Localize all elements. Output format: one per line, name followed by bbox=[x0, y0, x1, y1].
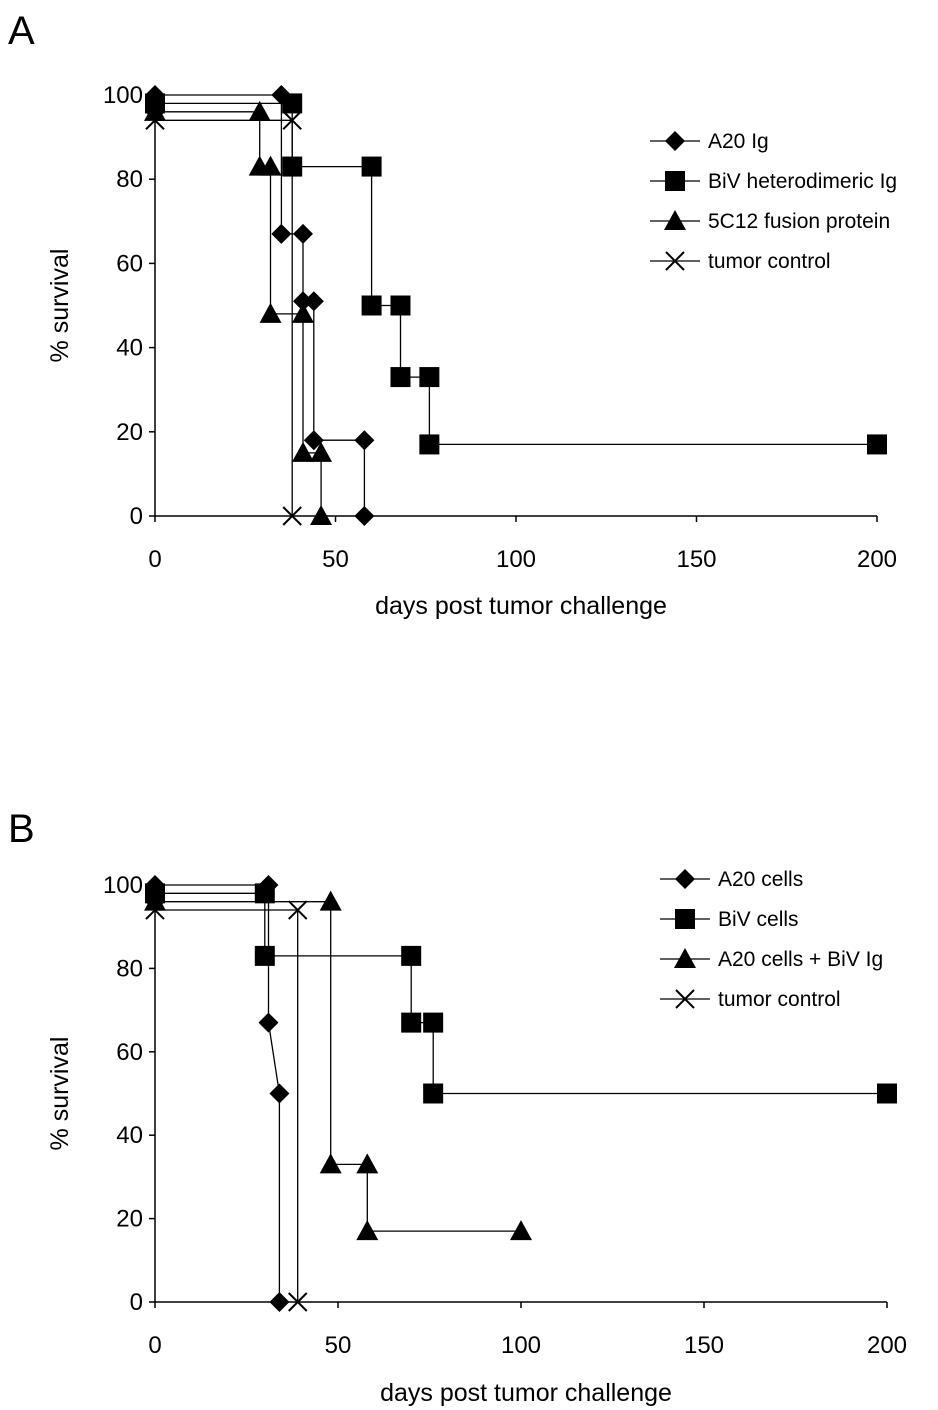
panel-a-series-2-marker-7 bbox=[310, 441, 333, 462]
panel-b-series-3-line bbox=[155, 909, 299, 1302]
panel-b-series-1-marker-5 bbox=[423, 1012, 444, 1033]
panel-b-series-2-marker-1 bbox=[319, 890, 342, 911]
panel-a-legend-0-marker-0 bbox=[665, 131, 685, 151]
panel-b-y-tick-label-1: 20 bbox=[116, 1206, 143, 1233]
panel-b-series-1-line bbox=[155, 892, 887, 1095]
panel-b-x-tick-label-2: 100 bbox=[501, 1332, 541, 1359]
panel-a-series-1-marker-5 bbox=[390, 295, 411, 316]
panel-b-y-tick-label-0: 0 bbox=[130, 1289, 143, 1316]
panel-a-series-1-marker-4 bbox=[361, 295, 382, 316]
panel-a-series-3-marker-2 bbox=[282, 506, 302, 526]
panel-b-series-2-marker-5 bbox=[510, 1220, 532, 1241]
panel-b-y-tick-label-2: 40 bbox=[116, 1122, 143, 1149]
panel-a-series-2-marker-6 bbox=[292, 441, 315, 462]
panel-a-y-tick-label-2: 40 bbox=[116, 335, 143, 362]
panel-a-series-2-marker-8 bbox=[310, 505, 333, 525]
panel-b-x-axis-title: days post tumor challenge bbox=[380, 1379, 672, 1407]
panel-a-letter: A bbox=[8, 9, 35, 53]
panel-a-series-2-marker-4 bbox=[259, 302, 282, 323]
panel-b-y-axis-title: % survival bbox=[46, 1037, 74, 1151]
panel-a-y-tick-label-1: 20 bbox=[116, 419, 143, 446]
panel-b-series-2-marker-3 bbox=[356, 1153, 379, 1174]
panel-a-series-1-marker-8 bbox=[419, 434, 440, 455]
panel-a-series-3-marker-0 bbox=[145, 110, 165, 130]
panel-a-series-1-marker-1 bbox=[282, 93, 303, 114]
panel-b-legend-2-marker-0 bbox=[674, 948, 696, 968]
panel-a-x-tick-label-3: 150 bbox=[676, 546, 716, 573]
panel-b-x-tick-label-4: 200 bbox=[867, 1332, 907, 1359]
panel-a-x-tick-label-1: 50 bbox=[322, 546, 349, 573]
panel-a-legend-label-2: 5C12 fusion protein bbox=[708, 210, 890, 233]
panel-b-legend-label-2: A20 cells + BiV Ig bbox=[718, 948, 883, 971]
panel-b-series-1-marker-7 bbox=[877, 1083, 897, 1104]
panel-b-x-tick-label-1: 50 bbox=[325, 1332, 352, 1359]
panel-b-series-3-marker-2 bbox=[288, 1292, 308, 1312]
panel-a-series-0-marker-8 bbox=[354, 506, 375, 526]
panel-b-series-1-marker-1 bbox=[254, 883, 275, 904]
panel-a-x-tick-label-2: 100 bbox=[496, 546, 536, 573]
panel-b-legend-label-1: BiV cells bbox=[718, 908, 799, 931]
panel-a-series-1-line bbox=[155, 102, 877, 446]
panel-a-legend-label-3: tumor control bbox=[708, 250, 831, 273]
panel-a-legend-2-marker-0 bbox=[664, 210, 686, 230]
panel-a-series-2-marker-1 bbox=[248, 100, 271, 121]
panel-a-legend-label-1: BiV heterodimeric Ig bbox=[708, 170, 897, 193]
panel-a-y-tick-label-4: 80 bbox=[116, 166, 143, 193]
panel-a-legend-3-marker-0 bbox=[665, 251, 685, 271]
panel-b: B 0 20 40 60 80 100 0 50 100 150 200 days post tumo… bbox=[8, 807, 907, 1407]
panel-b-series-3-marker-1 bbox=[288, 900, 308, 920]
panel-a-series-0-marker-6 bbox=[303, 430, 324, 451]
panel-b-legend-3-marker-0 bbox=[675, 989, 695, 1009]
panel-b-y-tick-label-3: 60 bbox=[116, 1039, 143, 1066]
panel-b-x-tick-label-3: 150 bbox=[684, 1332, 724, 1359]
panel-a-x-tick-label-0: 0 bbox=[148, 546, 161, 573]
panel-b-series-1-marker-4 bbox=[401, 1012, 422, 1033]
panel-a-y-axis-title: % survival bbox=[46, 249, 74, 363]
panel-b-series-0-marker-3 bbox=[269, 1083, 290, 1104]
panel-a-series-2-marker-3 bbox=[259, 155, 282, 176]
panel-b-x-tick-label-0: 0 bbox=[148, 1332, 161, 1359]
panel-a-legend-label-0: A20 Ig bbox=[708, 130, 769, 153]
panel-a-series-0-marker-7 bbox=[354, 430, 375, 451]
panel-b-y-tick-label-5: 100 bbox=[103, 872, 143, 899]
panel-b-legend-1-marker-0 bbox=[675, 909, 695, 929]
panel-a-series-1-marker-3 bbox=[361, 156, 382, 177]
panel-a-x-tick-label-4: 200 bbox=[857, 546, 897, 573]
panel-b-series-0-marker-2 bbox=[258, 1012, 279, 1033]
panel-a-series-1-marker-7 bbox=[419, 367, 440, 388]
panel-a-y-tick-label-3: 60 bbox=[116, 250, 143, 277]
panel-b-series-1-marker-3 bbox=[401, 945, 422, 966]
panel-a-y-tick-label-5: 100 bbox=[103, 82, 143, 109]
panel-a-series-3-marker-1 bbox=[282, 110, 302, 130]
panel-a-series-0-marker-2 bbox=[271, 223, 292, 244]
panel-a-series-1-marker-9 bbox=[867, 434, 887, 455]
panel-a-series-2-marker-5 bbox=[292, 302, 315, 323]
panel-b-series-2-marker-2 bbox=[319, 1153, 342, 1174]
panel-a-x-axis-title: days post tumor challenge bbox=[375, 592, 667, 620]
panel-b-letter: B bbox=[8, 807, 35, 851]
panel-a-series-0-marker-5 bbox=[303, 291, 324, 312]
panel-b-series-2-line bbox=[155, 901, 521, 1232]
panel-a-legend-1-marker-0 bbox=[665, 171, 685, 191]
panel-a-series-1-marker-6 bbox=[390, 367, 411, 388]
panel-b-legend-label-0: A20 cells bbox=[718, 868, 803, 891]
panel-b-series-1-marker-6 bbox=[423, 1083, 444, 1104]
panel-b-series-0-marker-4 bbox=[269, 1292, 290, 1312]
panel-a: A 0 20 40 60 80 100 0 50 100 150 200 days post tumo… bbox=[8, 9, 897, 620]
panel-a-series-0-marker-4 bbox=[293, 291, 314, 312]
panel-b-legend-label-3: tumor control bbox=[718, 988, 841, 1011]
panel-a-y-tick-label-0: 0 bbox=[130, 503, 143, 530]
panel-a-series-0-marker-3 bbox=[293, 223, 314, 244]
panel-b-y-tick-label-4: 80 bbox=[116, 955, 143, 982]
panel-b-series-1-marker-2 bbox=[254, 945, 275, 966]
panel-b-series-2-marker-4 bbox=[356, 1220, 379, 1241]
panel-b-legend-0-marker-0 bbox=[675, 869, 695, 889]
panel-b-series-3-marker-0 bbox=[145, 900, 165, 920]
